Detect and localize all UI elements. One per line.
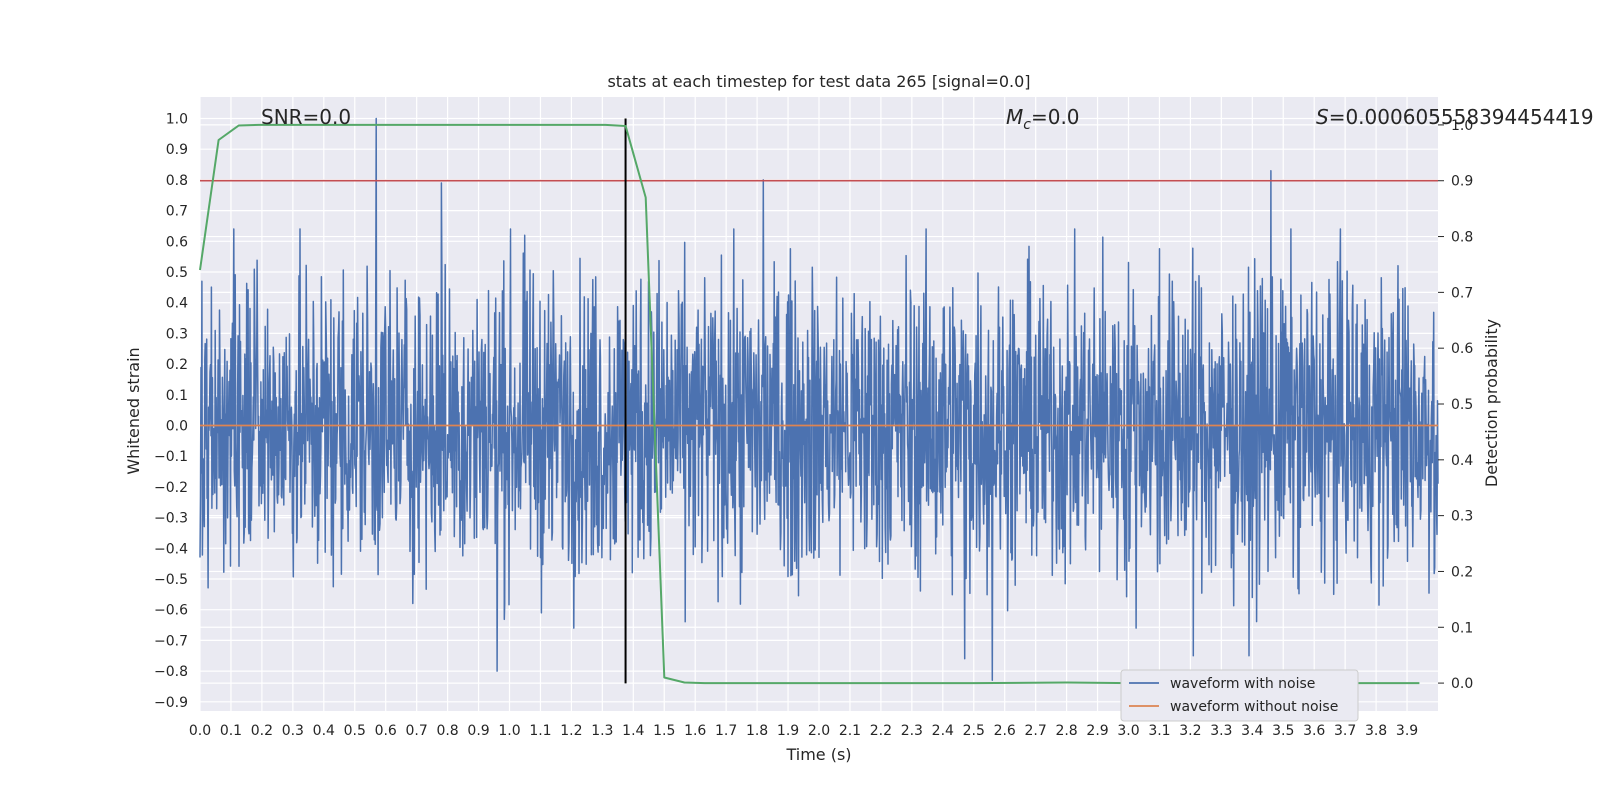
snr-annotation: SNR=0.0 bbox=[261, 105, 351, 129]
legend-box bbox=[1120, 669, 1359, 722]
x-tick-label: 3.9 bbox=[1396, 723, 1418, 739]
x-tick-label: 1.1 bbox=[529, 723, 551, 739]
x-tick-label: 2.3 bbox=[901, 723, 923, 739]
s-value: =0.000605558394454419 bbox=[1329, 105, 1594, 129]
y-tick-label: −0.6 bbox=[154, 603, 188, 619]
chirp-mass-annotation: Mc=0.0 bbox=[1006, 105, 1080, 133]
x-tick-label: 1.7 bbox=[715, 723, 737, 739]
y-tick-label: −0.9 bbox=[154, 695, 188, 711]
x-tick-label: 2.9 bbox=[1086, 723, 1108, 739]
x-tick-label: 2.6 bbox=[994, 723, 1016, 739]
x-tick-label: 3.0 bbox=[1117, 723, 1139, 739]
legend: waveform with noise waveform without noi… bbox=[1120, 669, 1359, 722]
x-tick-label: 2.8 bbox=[1055, 723, 1077, 739]
y2-tick-label: 0.5 bbox=[1451, 397, 1473, 413]
legend-label-with-noise: waveform with noise bbox=[1170, 676, 1315, 692]
y-axis-ticks: 1.0 0.9 0.8 0.7 0.6 0.5 0.4 0.3 0.2 0.1 0.0 −0.1 −0.… bbox=[154, 111, 188, 710]
x-tick-label: 1.2 bbox=[560, 723, 582, 739]
s-symbol: S bbox=[1316, 105, 1329, 129]
x-tick-label: 3.4 bbox=[1241, 723, 1263, 739]
legend-label-without-noise: waveform without noise bbox=[1170, 699, 1338, 715]
y2-tick-label: 0.3 bbox=[1451, 509, 1473, 525]
x-tick-label: 1.0 bbox=[498, 723, 520, 739]
x-tick-label: 1.3 bbox=[591, 723, 613, 739]
waveform-with-noise-line bbox=[199, 117, 1439, 682]
x-tick-label: 3.6 bbox=[1303, 723, 1325, 739]
y-tick-label: −0.8 bbox=[154, 664, 188, 680]
y2-axis-ticks: 1.0 0.9 0.8 0.7 0.6 0.5 0.4 0.3 0.2 0.1 0.0 bbox=[1438, 118, 1473, 692]
x-tick-label: 1.8 bbox=[746, 723, 768, 739]
y2-tick-label: 0.1 bbox=[1451, 620, 1473, 636]
y2-tick-label: 0.0 bbox=[1451, 676, 1473, 692]
chirp-mass-symbol: M bbox=[1006, 105, 1023, 129]
y-tick-label: −0.7 bbox=[154, 633, 188, 649]
waveform-with-noise-series bbox=[199, 117, 1439, 682]
y-tick-label: 1.0 bbox=[166, 111, 188, 127]
y2-tick-label: 0.2 bbox=[1451, 564, 1473, 580]
x-tick-label: 3.5 bbox=[1272, 723, 1294, 739]
y2-axis-label: Detection probability bbox=[1482, 319, 1501, 487]
chart-title: stats at each timestep for test data 265… bbox=[607, 72, 1030, 91]
x-tick-label: 1.4 bbox=[622, 723, 644, 739]
y2-tick-label: 0.6 bbox=[1451, 341, 1473, 357]
x-tick-label: 0.1 bbox=[220, 723, 242, 739]
s-annotation: S=0.000605558394454419 bbox=[1316, 105, 1594, 129]
x-tick-label: 0.9 bbox=[467, 723, 489, 739]
x-axis-label: Time (s) bbox=[785, 745, 851, 764]
x-tick-label: 0.5 bbox=[344, 723, 366, 739]
x-tick-label: 1.9 bbox=[777, 723, 799, 739]
y-tick-label: 0.4 bbox=[166, 296, 188, 312]
detection-probability-line bbox=[199, 123, 1420, 685]
y-tick-label: 0.1 bbox=[166, 388, 188, 404]
x-tick-label: 0.6 bbox=[375, 723, 397, 739]
x-tick-label: 3.8 bbox=[1365, 723, 1387, 739]
y-tick-label: 0.5 bbox=[166, 265, 188, 281]
x-tick-label: 1.5 bbox=[653, 723, 675, 739]
x-tick-label: 2.7 bbox=[1025, 723, 1047, 739]
y-tick-label: 0.0 bbox=[166, 418, 188, 434]
chirp-mass-value: =0.0 bbox=[1031, 105, 1080, 129]
x-axis-ticks: 0.0 0.1 0.2 0.3 0.4 0.5 0.6 0.7 0.8 0.9 1.0 1.1 1.2 1… bbox=[189, 723, 1418, 739]
y2-tick-label: 0.9 bbox=[1451, 174, 1473, 190]
y-tick-label: 0.8 bbox=[166, 173, 188, 189]
x-tick-label: 3.1 bbox=[1148, 723, 1170, 739]
y2-tick-label: 0.4 bbox=[1451, 453, 1473, 469]
x-tick-label: 0.7 bbox=[406, 723, 428, 739]
y-tick-label: 0.3 bbox=[166, 326, 188, 342]
y-tick-label: 0.6 bbox=[166, 234, 188, 250]
y-tick-label: −0.1 bbox=[154, 449, 188, 465]
x-tick-label: 3.2 bbox=[1179, 723, 1201, 739]
x-tick-label: 0.2 bbox=[251, 723, 273, 739]
x-tick-label: 2.4 bbox=[932, 723, 954, 739]
y-tick-label: 0.2 bbox=[166, 357, 188, 373]
x-tick-label: 0.4 bbox=[313, 723, 335, 739]
y-tick-label: −0.5 bbox=[154, 572, 188, 588]
overlay-lines bbox=[199, 118, 1438, 685]
y-tick-label: −0.4 bbox=[154, 541, 188, 557]
y-tick-label: −0.3 bbox=[154, 511, 188, 527]
y2-tick-label: 0.7 bbox=[1451, 285, 1473, 301]
x-tick-label: 0.0 bbox=[189, 723, 211, 739]
x-tick-label: 2.1 bbox=[839, 723, 861, 739]
chirp-mass-subscript: c bbox=[1023, 117, 1031, 133]
y2-tick-label: 1.0 bbox=[1451, 118, 1473, 134]
x-tick-label: 3.7 bbox=[1334, 723, 1356, 739]
x-tick-label: 2.5 bbox=[963, 723, 985, 739]
x-tick-label: 0.8 bbox=[436, 723, 458, 739]
x-tick-label: 0.3 bbox=[282, 723, 304, 739]
y2-tick-label: 0.8 bbox=[1451, 230, 1473, 246]
x-tick-label: 2.2 bbox=[870, 723, 892, 739]
y-tick-label: −0.2 bbox=[154, 480, 188, 496]
x-tick-label: 3.3 bbox=[1210, 723, 1232, 739]
y-axis-label: Whitened strain bbox=[124, 347, 143, 474]
x-tick-label: 2.0 bbox=[808, 723, 830, 739]
y-tick-label: 0.7 bbox=[166, 204, 188, 220]
x-tick-label: 1.6 bbox=[684, 723, 706, 739]
y-tick-label: 0.9 bbox=[166, 142, 188, 158]
